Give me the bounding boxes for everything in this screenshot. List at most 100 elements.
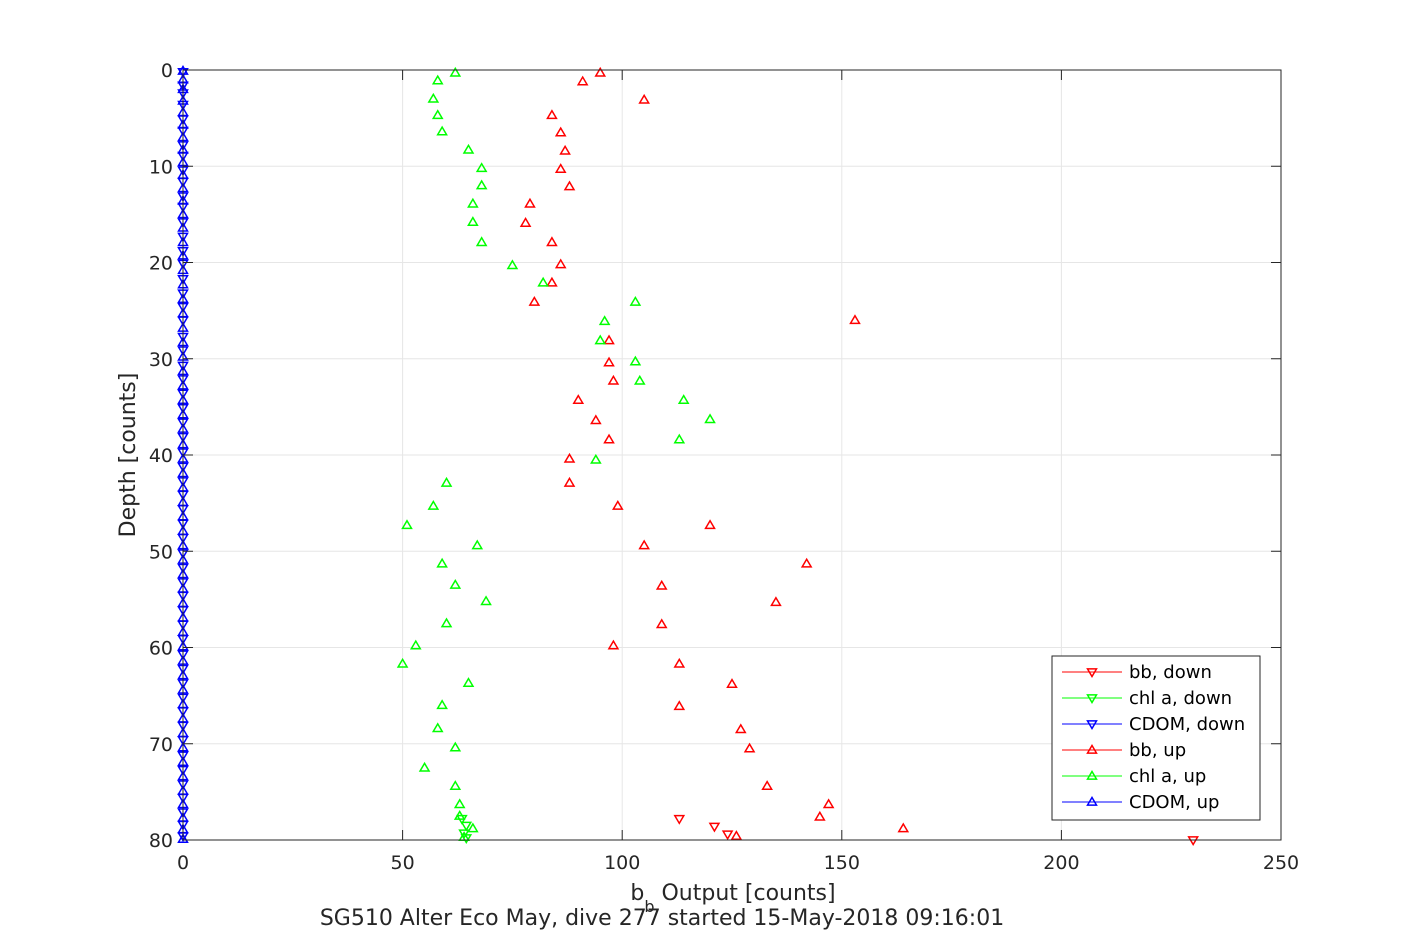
data-point <box>572 394 585 405</box>
series-bb-up <box>519 66 910 841</box>
data-point <box>1187 836 1199 846</box>
x-axis-label-rest: Output [counts] <box>655 881 836 906</box>
data-point <box>449 66 462 77</box>
ticks: 0 50 100 150 200 250 0 10 20 30 40 50 60 70 80 <box>149 60 1299 874</box>
legend-item: bb, down <box>1062 662 1212 683</box>
data-point <box>590 453 602 464</box>
data-point <box>822 798 835 809</box>
data-point <box>638 539 650 550</box>
data-point <box>655 579 668 590</box>
legend-marker <box>1086 796 1098 806</box>
legend-item: CDOM, up <box>1062 792 1219 813</box>
data-point <box>401 519 413 530</box>
data-point <box>475 236 488 247</box>
data-point <box>603 433 615 444</box>
x-axis-label-subscript: b <box>644 897 654 916</box>
data-point <box>427 500 440 510</box>
data-point <box>467 197 479 208</box>
data-point <box>524 197 536 208</box>
data-point <box>590 414 602 425</box>
legend-label: chl a, up <box>1129 766 1206 787</box>
data-point <box>396 657 409 668</box>
legend-label: CDOM, up <box>1129 792 1219 813</box>
data-point <box>177 833 189 843</box>
data-point <box>633 374 646 385</box>
data-point <box>431 722 444 733</box>
series-bb-down <box>673 814 1199 846</box>
y-tick-label: 50 <box>149 541 173 563</box>
x-tick-label: 200 <box>1043 852 1079 874</box>
data-point <box>673 657 686 668</box>
data-point <box>554 126 567 137</box>
y-tick-label: 10 <box>149 156 173 178</box>
y-tick-label: 30 <box>149 349 173 371</box>
data-point <box>177 68 189 78</box>
data-point <box>603 356 615 367</box>
legend-marker <box>1086 720 1098 730</box>
legend-label: bb, down <box>1129 662 1212 683</box>
data-point <box>708 822 721 833</box>
data-point <box>730 830 743 841</box>
data-point <box>537 276 549 287</box>
y-tick-label: 70 <box>149 734 173 756</box>
data-point <box>436 557 448 568</box>
data-point <box>576 75 589 86</box>
y-tick-label: 20 <box>149 253 173 275</box>
data-point <box>594 66 607 77</box>
data-point <box>554 258 567 269</box>
data-point <box>655 618 668 629</box>
data-point <box>726 678 738 688</box>
legend-label: CDOM, down <box>1129 714 1245 735</box>
data-point <box>475 179 488 190</box>
x-axis-label-main: b <box>630 881 644 906</box>
data-point <box>770 596 782 607</box>
data-point <box>480 595 492 606</box>
data-point <box>471 539 484 550</box>
legend-marker <box>1086 668 1098 678</box>
data-point <box>554 163 567 174</box>
x-axis-label: bb Output [counts] <box>630 881 835 916</box>
series-layer <box>177 64 1199 846</box>
data-point <box>638 93 650 104</box>
data-point <box>743 742 756 753</box>
data-point <box>462 677 475 688</box>
data-point <box>704 519 716 530</box>
data-point <box>734 723 747 734</box>
data-point <box>528 295 541 306</box>
data-point <box>506 259 519 270</box>
data-point <box>467 216 479 226</box>
y-tick-label: 80 <box>149 830 173 852</box>
data-point <box>849 314 861 325</box>
data-point <box>546 276 558 287</box>
series-chl-a-up <box>396 66 716 842</box>
data-point <box>673 814 686 825</box>
legend-item: CDOM, down <box>1062 714 1245 735</box>
x-tick-label: 250 <box>1263 852 1299 874</box>
y-tick-label: 60 <box>149 638 173 660</box>
data-point <box>460 821 473 832</box>
data-point <box>453 809 466 820</box>
data-point <box>436 699 448 710</box>
data-point <box>611 500 624 510</box>
legend-marker <box>1086 770 1098 780</box>
data-point <box>814 810 826 821</box>
data-point <box>607 374 620 385</box>
data-point <box>594 334 607 345</box>
data-point <box>475 162 488 173</box>
data-point <box>704 413 716 424</box>
data-point <box>449 741 462 752</box>
data-point <box>458 829 470 840</box>
data-point <box>607 639 620 650</box>
legend-box <box>1051 655 1261 821</box>
x-tick-label: 0 <box>177 852 189 874</box>
data-point <box>440 617 453 628</box>
legend-item: chl a, down <box>1062 688 1232 709</box>
data-point <box>409 639 422 650</box>
data-point <box>563 180 576 191</box>
data-point <box>431 74 444 85</box>
data-point <box>546 109 558 120</box>
data-point <box>467 822 479 833</box>
data-point <box>427 92 440 103</box>
x-tick-label: 100 <box>604 852 640 874</box>
